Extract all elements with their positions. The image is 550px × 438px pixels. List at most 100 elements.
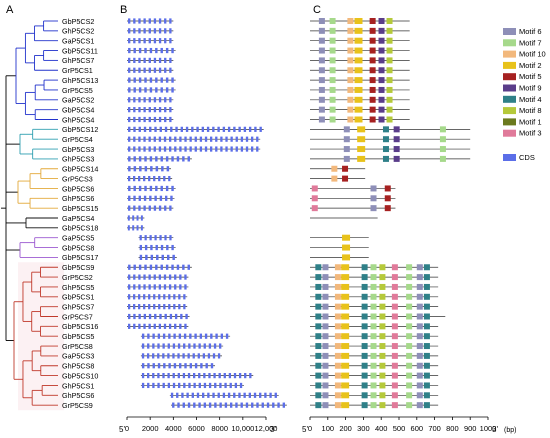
cds-block bbox=[174, 284, 177, 290]
cds-block bbox=[192, 353, 195, 359]
motif-block bbox=[334, 283, 341, 290]
cds-block bbox=[183, 304, 186, 310]
motif-block bbox=[318, 67, 325, 74]
cds-block bbox=[162, 333, 166, 339]
cds-block bbox=[198, 382, 201, 389]
motif-block bbox=[347, 106, 354, 113]
motif-block bbox=[391, 402, 398, 409]
legend-label: Motif 6 bbox=[519, 27, 542, 36]
motif-block bbox=[357, 136, 366, 143]
cds-block bbox=[128, 205, 131, 211]
cds-block bbox=[164, 67, 167, 73]
legend-label: Motif 5 bbox=[519, 72, 542, 81]
cds-block bbox=[148, 18, 151, 24]
cds-block bbox=[128, 77, 131, 83]
cds-block bbox=[172, 373, 175, 379]
cds-block bbox=[168, 363, 171, 369]
motif-block bbox=[391, 274, 398, 281]
cds-block bbox=[147, 373, 150, 379]
motif-block bbox=[361, 392, 368, 399]
cds-block bbox=[153, 146, 156, 152]
motif-block bbox=[386, 57, 393, 64]
motif-block bbox=[342, 254, 351, 261]
motif-block bbox=[384, 185, 391, 192]
cds-block bbox=[127, 225, 130, 231]
cds-block bbox=[163, 146, 167, 152]
motif-block bbox=[386, 96, 393, 103]
legend-label: Motif 10 bbox=[519, 50, 546, 59]
motif-block bbox=[322, 274, 329, 281]
cds-block bbox=[164, 28, 167, 34]
cds-block bbox=[177, 353, 180, 359]
motif-block bbox=[439, 126, 446, 133]
cds-block bbox=[169, 38, 172, 44]
cds-block bbox=[139, 235, 142, 241]
cds-block bbox=[177, 402, 180, 408]
motif-block bbox=[423, 362, 430, 369]
cds-block bbox=[147, 333, 150, 339]
motif-block bbox=[423, 333, 430, 340]
cds-block bbox=[198, 373, 201, 379]
motif-axis-end: 3' bbox=[492, 425, 498, 434]
motif-block bbox=[416, 372, 423, 379]
motif-axis-tick-label: 1000 bbox=[480, 424, 497, 433]
cds-block bbox=[155, 47, 158, 54]
cds-block bbox=[164, 107, 167, 113]
gene-label: GbP5CS18 bbox=[62, 224, 98, 233]
gene-label: GbP5CS15 bbox=[62, 204, 98, 213]
motif-block bbox=[406, 382, 413, 389]
cds-block bbox=[153, 107, 157, 113]
motif-block bbox=[341, 333, 350, 340]
legend: Motif 6 Motif 7 Motif 10 Motif 2 Motif 5 Moti… bbox=[503, 27, 546, 162]
motif-block bbox=[370, 195, 377, 202]
cds-block bbox=[254, 126, 257, 132]
cds-block bbox=[199, 333, 203, 339]
cds-block bbox=[168, 333, 171, 339]
motif-block bbox=[318, 106, 325, 113]
motif-block bbox=[342, 244, 351, 251]
cds-block bbox=[163, 136, 167, 142]
cds-block bbox=[133, 274, 136, 280]
cds-block bbox=[225, 146, 228, 152]
cds-block bbox=[169, 28, 172, 34]
motif-block bbox=[391, 333, 398, 340]
cds-block bbox=[164, 57, 167, 63]
cds-block bbox=[175, 126, 178, 132]
gene-axis-tick-label: 2000 bbox=[142, 424, 159, 433]
motif-block bbox=[423, 283, 430, 290]
motif-block bbox=[343, 136, 350, 143]
cds-block bbox=[148, 176, 151, 182]
motif-block bbox=[416, 402, 423, 409]
gene-label: GrP5CS1 bbox=[62, 66, 93, 75]
cds-block bbox=[154, 313, 157, 320]
cds-block bbox=[185, 126, 189, 132]
cds-block bbox=[164, 116, 167, 123]
cds-block bbox=[169, 235, 172, 241]
motif-axis-tick-label: 900 bbox=[464, 424, 477, 433]
cds-block bbox=[138, 47, 142, 54]
motif-block bbox=[416, 333, 423, 340]
motif-block bbox=[379, 283, 386, 290]
cds-block bbox=[224, 382, 227, 389]
motif-block bbox=[378, 106, 385, 113]
legend-label: Motif 1 bbox=[519, 117, 542, 126]
motif-block bbox=[406, 352, 413, 359]
cds-block bbox=[220, 146, 223, 152]
cds-block bbox=[215, 146, 218, 152]
cds-block bbox=[160, 87, 163, 93]
cds-block bbox=[171, 264, 174, 270]
motif-block bbox=[393, 155, 400, 162]
cds-block bbox=[169, 116, 172, 123]
motif-block bbox=[416, 362, 423, 369]
motif-axis-tick-label: 100 bbox=[322, 424, 335, 433]
motif-block bbox=[391, 372, 398, 379]
cds-block bbox=[138, 274, 141, 280]
gene-label: GrP5CS2 bbox=[62, 273, 93, 282]
motif-block bbox=[416, 303, 423, 310]
cds-block bbox=[240, 146, 244, 152]
cds-block bbox=[158, 107, 162, 113]
cds-block bbox=[159, 235, 162, 241]
cds-block bbox=[153, 176, 156, 182]
cds-block bbox=[168, 284, 172, 290]
